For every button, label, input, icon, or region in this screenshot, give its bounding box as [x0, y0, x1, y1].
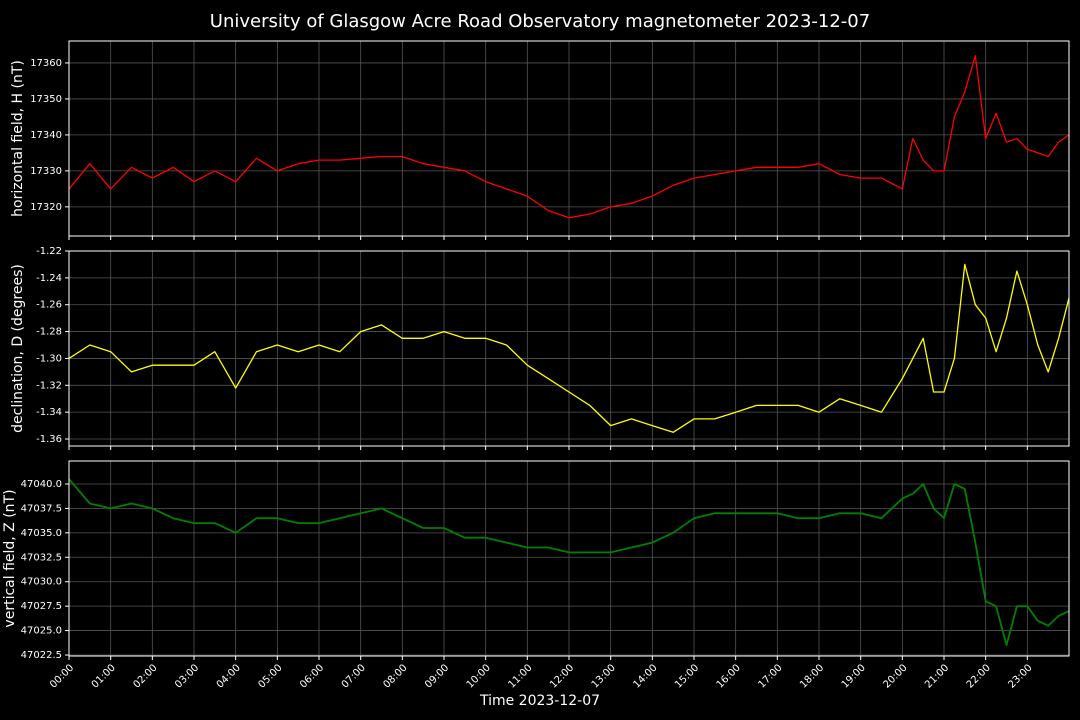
y-tick-label: 47040.0 — [21, 479, 62, 490]
y-tick-label: 17350 — [30, 94, 62, 105]
y-tick-label: 17330 — [30, 166, 62, 177]
y-tick-label: 17340 — [30, 130, 62, 141]
data-line — [69, 55, 1069, 219]
y-tick-label: 17360 — [30, 58, 62, 69]
x-axis-label: Time 2023-12-07 — [479, 693, 600, 709]
y-axis-label: declination, D (degrees) — [10, 264, 26, 433]
y-tick-label: 47035.0 — [21, 528, 62, 539]
axes-frame — [68, 250, 1070, 447]
axes-frame — [68, 460, 1070, 657]
y-tick-label: -1.26 — [36, 300, 62, 311]
y-tick-label: -1.32 — [36, 380, 62, 391]
data-line — [69, 478, 1069, 647]
y-tick-label: 47030.0 — [21, 577, 62, 588]
y-tick-label: -1.36 — [36, 434, 62, 445]
y-tick-label: -1.28 — [36, 327, 62, 338]
data-line — [69, 263, 1069, 433]
y-tick-label: 47037.5 — [21, 503, 62, 514]
y-tick-label: 17320 — [30, 202, 62, 213]
axes-frame — [68, 40, 1070, 237]
y-tick-label: 47022.5 — [21, 650, 62, 661]
y-tick-label: -1.30 — [36, 353, 62, 364]
y-tick-label: -1.34 — [36, 407, 62, 418]
y-tick-label: 47025.0 — [21, 626, 62, 637]
y-axis-label: vertical field, Z (nT) — [2, 489, 18, 627]
y-tick-label: -1.24 — [36, 273, 62, 284]
y-tick-label: 47027.5 — [21, 601, 62, 612]
y-tick-label: -1.22 — [36, 246, 62, 257]
y-tick-label: 47032.5 — [21, 552, 62, 563]
chart-title: University of Glasgow Acre Road Observat… — [210, 11, 870, 32]
y-axis-label: horizontal field, H (nT) — [10, 60, 26, 217]
